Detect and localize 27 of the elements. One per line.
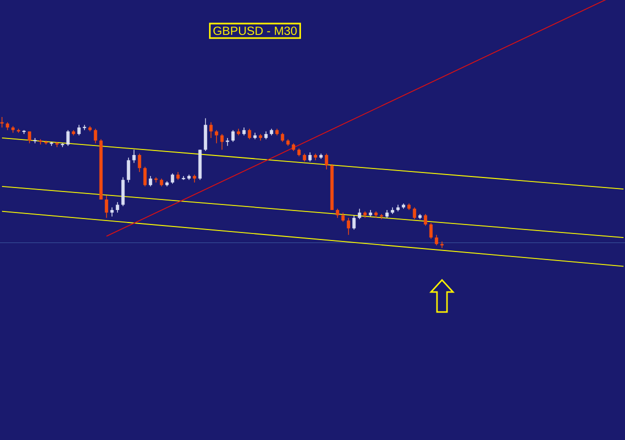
candlestick [94,128,98,144]
candlestick [104,195,108,218]
candlestick [324,153,328,170]
candlestick [126,157,130,183]
candlestick [346,217,350,236]
candlestick [424,214,428,226]
candlestick [248,128,252,140]
candlestick [412,206,416,220]
candlestick [138,153,142,172]
candlestick [429,222,433,240]
candlestick [170,172,174,184]
candlestick [66,130,70,146]
candlestick [220,134,224,150]
candlestick [352,214,356,230]
candlestick [143,166,147,187]
candlestick [280,132,284,142]
candlestick [440,241,444,248]
candlestick [358,208,362,220]
candlestick [434,234,438,246]
candlestick [214,130,218,144]
candlestick [209,122,213,138]
chart-title: GBPUSD - M30 [213,26,297,36]
candlestick [77,124,81,136]
candlestick [341,212,345,222]
candlestick [0,116,4,128]
candlestick [148,176,152,187]
candlestick [226,138,230,146]
